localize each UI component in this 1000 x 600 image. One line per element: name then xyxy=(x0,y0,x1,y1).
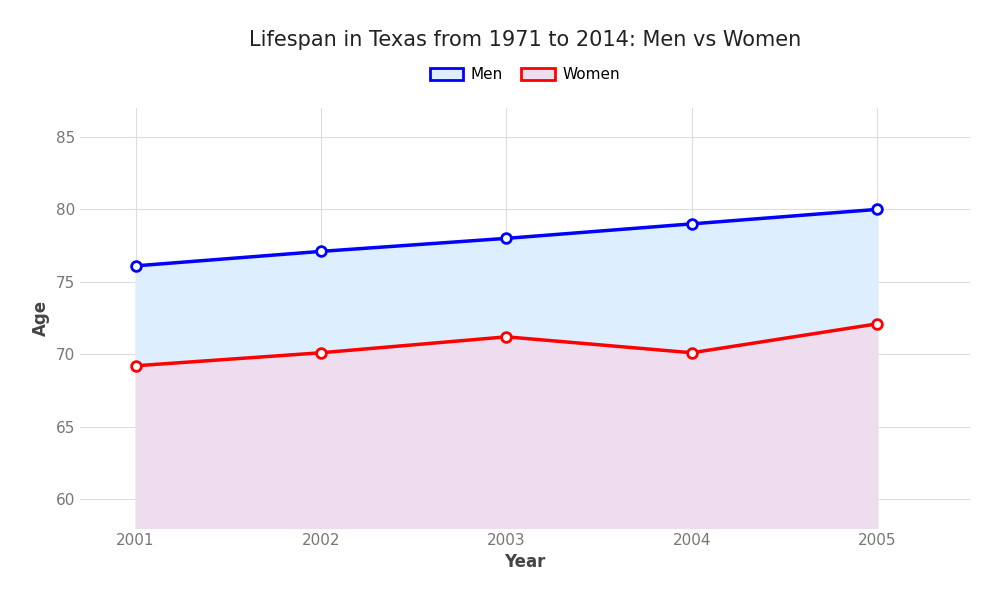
X-axis label: Year: Year xyxy=(504,553,546,571)
Y-axis label: Age: Age xyxy=(32,300,50,336)
Legend: Men, Women: Men, Women xyxy=(424,61,626,88)
Title: Lifespan in Texas from 1971 to 2014: Men vs Women: Lifespan in Texas from 1971 to 2014: Men… xyxy=(249,29,801,49)
